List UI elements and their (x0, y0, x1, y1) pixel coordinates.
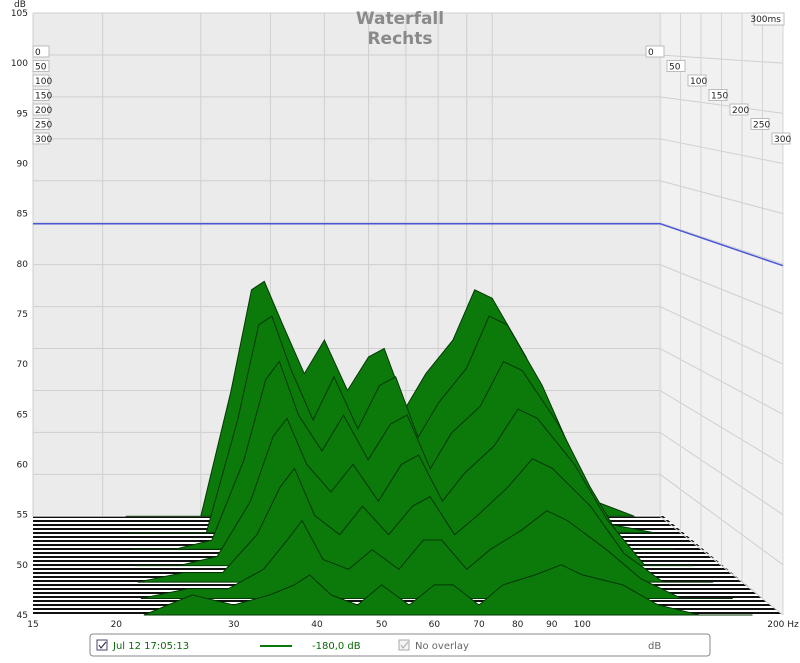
time-label-box (750, 118, 770, 130)
time-tick-label: 50 (669, 63, 681, 73)
legend-bar: Jul 12 17:05:13 -180,0 dB No overlay dB (89, 633, 711, 657)
time-corner-label: 300ms (750, 15, 781, 25)
x-tick-label: 30 (228, 620, 240, 630)
time-label-box (32, 132, 50, 145)
y-tick-label: 75 (17, 310, 28, 320)
time-tick-label: 50 (35, 63, 47, 73)
y-tick-label: 90 (17, 160, 29, 170)
checkbox[interactable] (96, 639, 108, 651)
time-tick-label: 200 (35, 106, 52, 116)
y-tick-label: 45 (17, 611, 28, 621)
time-tick-label: 200 (732, 106, 749, 116)
time-tick-label: 150 (35, 92, 52, 102)
overlay-label[interactable]: No overlay (415, 641, 469, 652)
time-tick-label: 100 (690, 77, 707, 87)
x-tick-label: 90 (546, 620, 558, 630)
x-tick-label: 50 (376, 620, 388, 630)
time-tick-label: 0 (35, 48, 41, 58)
time-label-box (708, 89, 728, 101)
time-label-box (729, 103, 749, 116)
x-tick-label: 15 (27, 620, 38, 630)
y-tick-label: 100 (11, 59, 28, 69)
time-label-box (645, 45, 665, 58)
x-tick-label: 20 (111, 620, 123, 630)
x-tick-label: 100 (574, 620, 591, 630)
reference-line (33, 222, 784, 267)
overlay-checkbox[interactable] (398, 639, 410, 651)
x-tick-label: 40 (311, 620, 323, 630)
side-plane (662, 13, 783, 615)
y-tick-label: 65 (17, 410, 28, 420)
time-tick-label: 250 (35, 121, 52, 131)
time-tick-label: 250 (753, 121, 770, 131)
chart-subtitle: Rechts (367, 29, 432, 49)
time-label-box (32, 89, 50, 101)
decay-slice (143, 564, 753, 616)
x-tick-label: 80 (512, 620, 524, 630)
time-tick-label: 300 (35, 135, 52, 145)
time-tick-label: 300 (774, 135, 791, 145)
time-tick-label: 150 (711, 92, 728, 102)
y-tick-label: 95 (17, 109, 28, 119)
time-label-box (32, 74, 50, 87)
y-tick-label: 105 (11, 9, 28, 19)
x-tick-label: 70 (473, 620, 485, 630)
y-tick-label: 55 (17, 511, 28, 521)
trace-label[interactable]: Jul 12 17:05:13 (112, 641, 189, 652)
time-label-box (32, 118, 50, 130)
x-tick-label: 60 (429, 620, 441, 630)
corner-box (753, 12, 785, 26)
y-tick-label: 80 (17, 260, 29, 270)
level-label: -180,0 dB (312, 641, 361, 652)
time-label-box (32, 45, 50, 58)
x-tick-label: 200 Hz (767, 620, 799, 630)
check-mark (98, 641, 107, 649)
time-tick-label: 100 (35, 77, 52, 87)
time-label-box (32, 103, 50, 116)
unit-label: dB (648, 641, 661, 652)
y-tick-label: 50 (17, 561, 29, 571)
time-label-box (666, 60, 686, 72)
time-label-box (32, 60, 50, 72)
time-tick-label: 0 (648, 48, 654, 58)
time-label-box (687, 74, 707, 87)
y-tick-label: 70 (17, 360, 29, 370)
y-tick-label: 60 (17, 461, 29, 471)
y-axis-label: dB (14, 0, 26, 10)
overlay-check (400, 641, 409, 649)
time-label-box (771, 132, 791, 145)
chart-title: Waterfall (356, 9, 444, 29)
y-tick-label: 85 (17, 210, 28, 220)
